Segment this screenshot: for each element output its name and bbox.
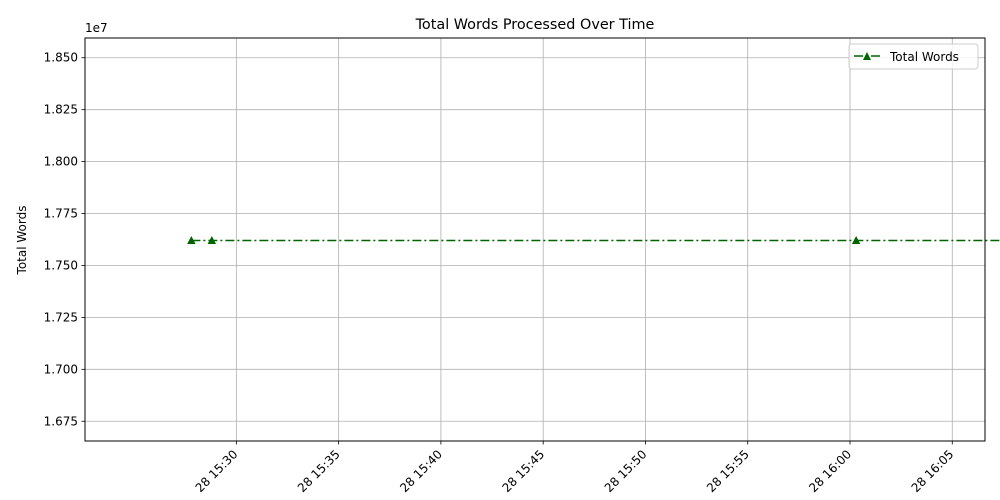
x-tick-label: 28 15:30 [193, 447, 241, 495]
plot-frame [84, 37, 986, 442]
y-tick-label: 1.700 [44, 362, 78, 376]
x-tick-label: 28 15:45 [499, 447, 547, 495]
y-tick-label: 1.750 [44, 258, 78, 272]
y-tick-label: 1.825 [44, 103, 78, 117]
y-axis-offset-label: 1e7 [85, 21, 108, 35]
x-tick-label: 28 15:50 [602, 447, 650, 495]
y-axis: 1.675 1.700 1.725 1.750 1.775 1.800 1.825 1.850 [44, 51, 85, 428]
y-tick-label: 1.675 [44, 414, 78, 428]
legend-box [848, 43, 979, 70]
y-tick-label: 1.725 [44, 310, 78, 324]
x-tick-label: 28 15:40 [397, 447, 445, 495]
data-point-marker [851, 236, 861, 245]
legend-label: Total Words [889, 50, 959, 64]
grid-lines [85, 38, 985, 441]
y-axis-label: Total Words [15, 206, 29, 276]
legend: Total Words [848, 43, 979, 70]
x-axis: 28 15:30 28 15:35 28 15:40 28 15:45 28 15:50… [193, 441, 957, 495]
data-point-marker [187, 236, 196, 245]
y-tick-label: 1.850 [44, 51, 78, 65]
legend-marker-swatch [863, 52, 871, 60]
y-tick-label: 1.775 [44, 207, 78, 221]
data-point-marker [207, 236, 217, 245]
x-tick-label: 28 15:35 [295, 447, 343, 495]
x-tick-label: 28 15:55 [704, 447, 752, 495]
x-tick-label: 28 16:00 [806, 447, 854, 495]
chart-title: Total Words Processed Over Time [415, 17, 655, 33]
x-tick-label: 28 16:05 [909, 447, 957, 495]
series-layer [187, 236, 1000, 245]
y-tick-label: 1.800 [44, 155, 78, 169]
